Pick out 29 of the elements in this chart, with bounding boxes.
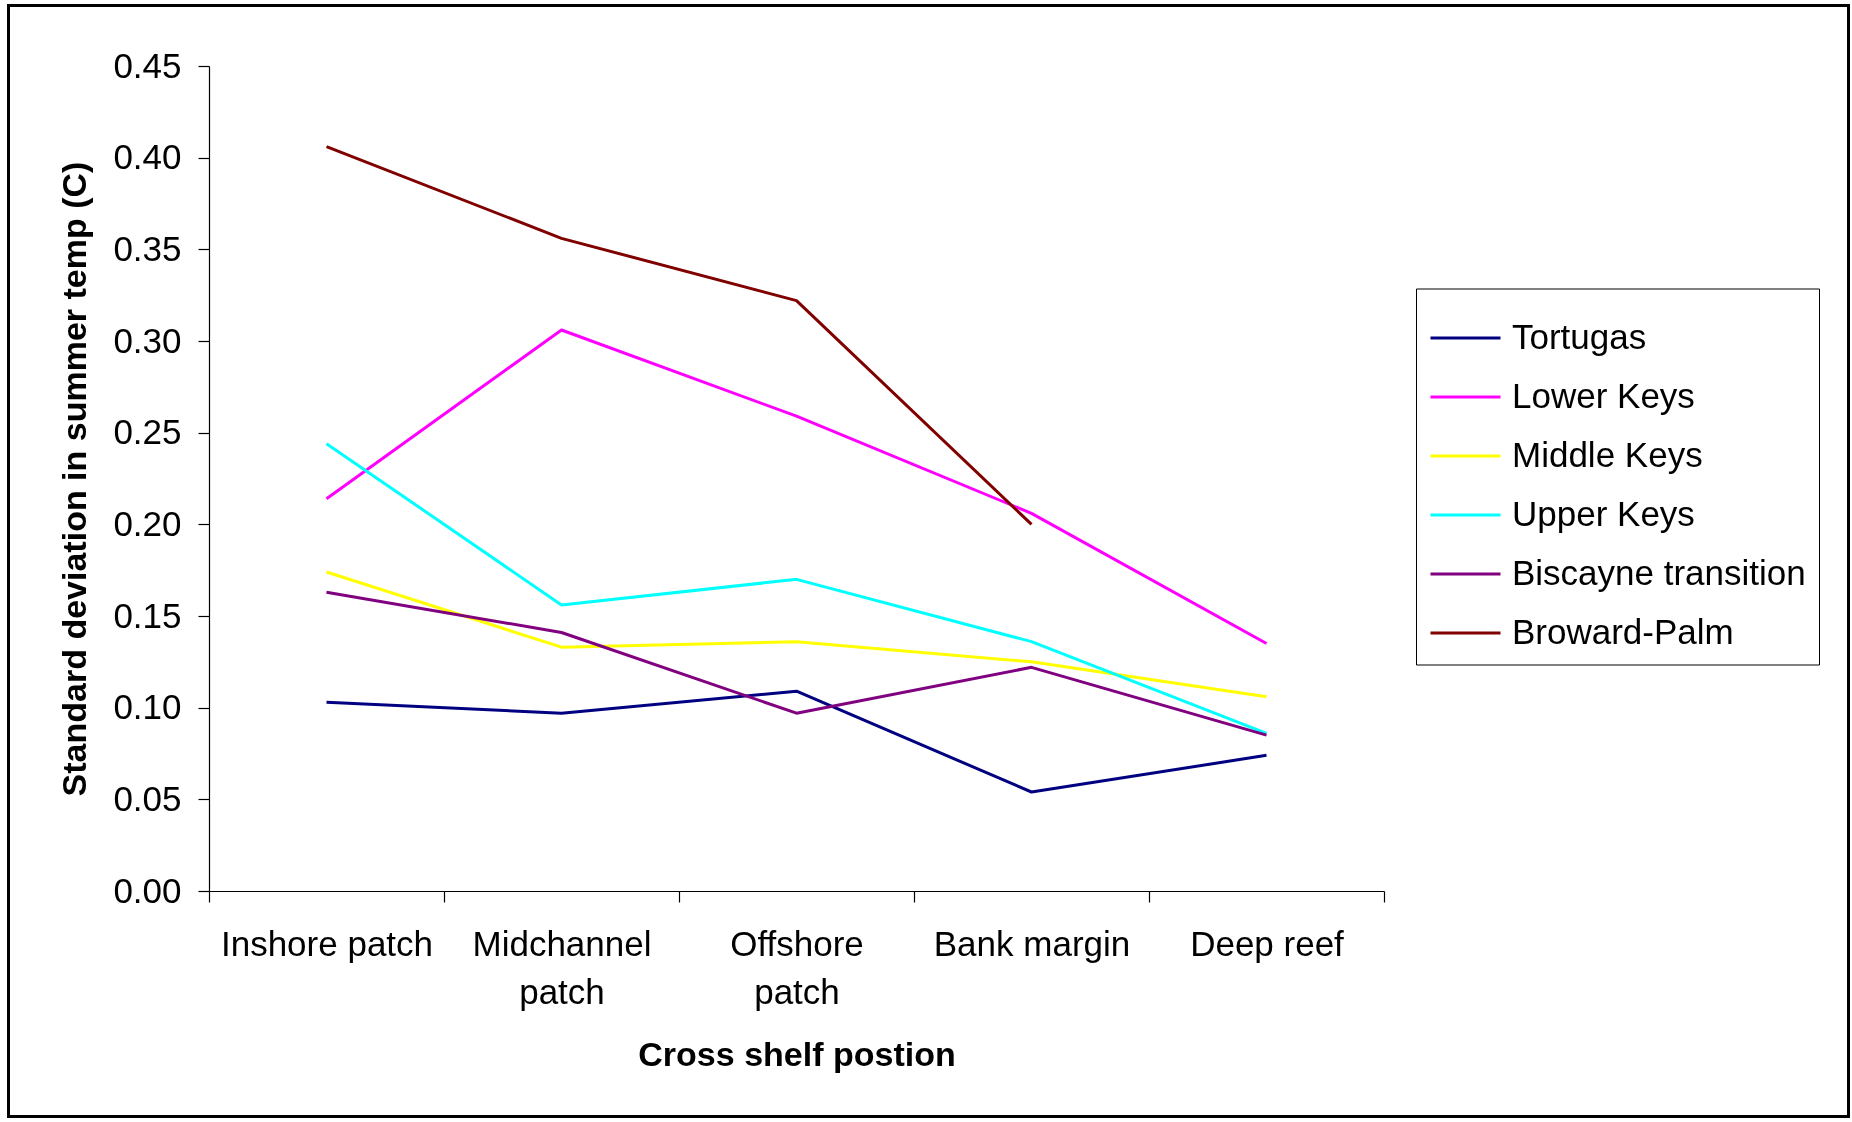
line-series: [325, 328, 1268, 645]
line-series: [325, 442, 1268, 735]
x-axis-title: Cross shelf postion: [638, 1034, 956, 1073]
y-tick-label: 0.35: [113, 228, 182, 268]
legend-label: Middle Keys: [1512, 435, 1703, 474]
y-tick-label: 0.45: [113, 45, 182, 85]
legend-label: Biscayne transition: [1512, 553, 1806, 592]
line-series: [325, 570, 1268, 699]
y-axis-title: Standard deviation in summer temp (C): [55, 161, 94, 797]
x-tick-label: Deep reef: [1190, 923, 1345, 963]
legend-label: Tortugas: [1512, 317, 1647, 356]
x-tick-label: Midchannel patch: [472, 923, 652, 1011]
y-tick-label: 0.25: [113, 412, 182, 452]
line-series: [325, 145, 1033, 526]
y-tick-label: 0.05: [113, 778, 182, 818]
legend-label: Broward-Palm: [1512, 612, 1734, 651]
y-tick-label: 0.00: [113, 870, 182, 910]
line-series: [325, 590, 1268, 737]
x-tick-label: Offshore patch: [730, 923, 864, 1011]
line-series: [325, 689, 1268, 794]
y-tick-label: 0.40: [113, 137, 182, 177]
y-tick-label: 0.30: [113, 320, 182, 360]
x-tick-label: Inshore patch: [220, 923, 434, 963]
legend-label: Lower Keys: [1512, 376, 1695, 415]
legend-label: Upper Keys: [1512, 494, 1695, 533]
y-tick-label: 0.15: [113, 595, 182, 635]
y-tick-label: 0.20: [113, 503, 182, 543]
x-tick-label: Bank margin: [933, 923, 1131, 963]
y-tick-label: 0.10: [113, 687, 182, 727]
